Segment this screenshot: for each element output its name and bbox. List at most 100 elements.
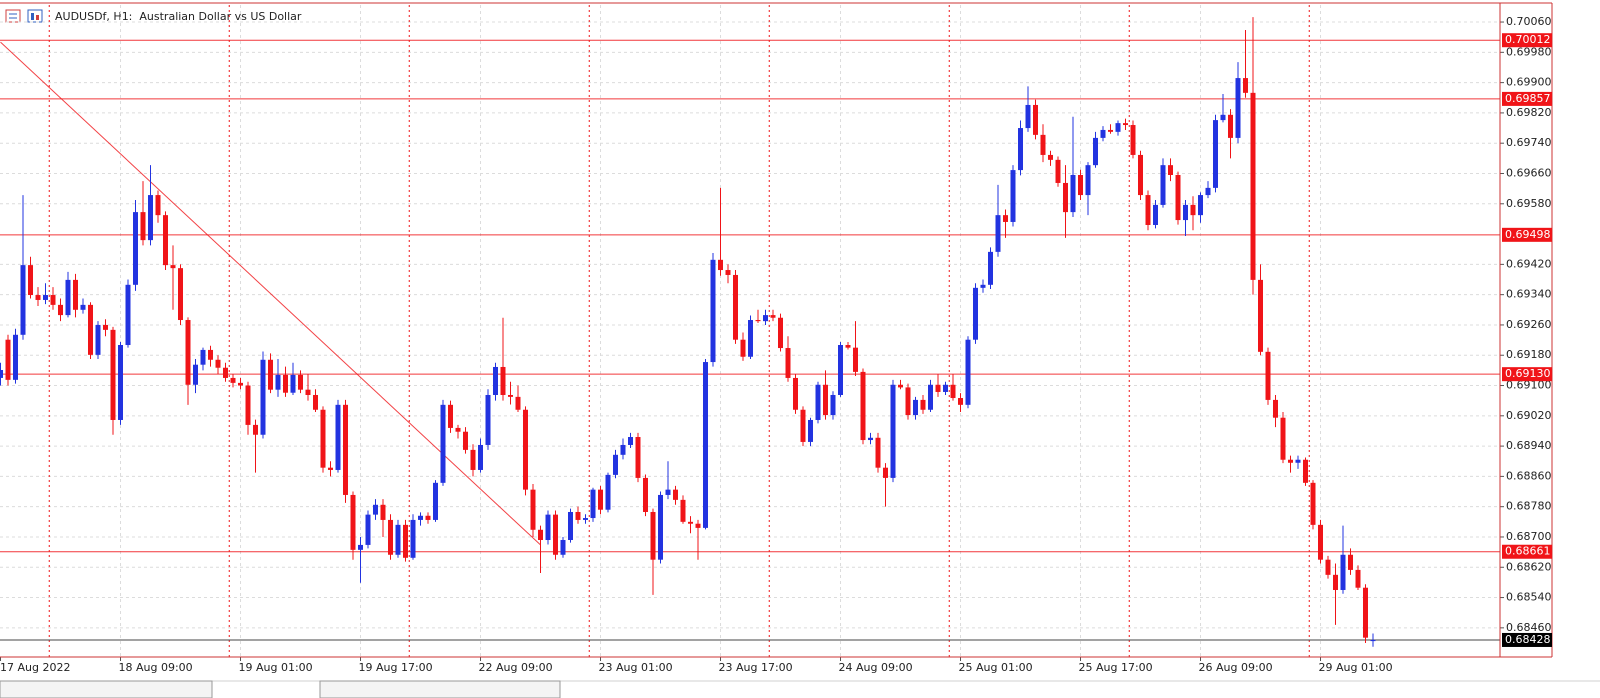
candle-body bbox=[1048, 154, 1053, 160]
candle-body bbox=[1213, 120, 1218, 188]
candle-body bbox=[448, 404, 453, 428]
candle-body bbox=[695, 523, 701, 528]
candle-body bbox=[553, 514, 558, 555]
candle-body bbox=[928, 384, 933, 410]
candle-body bbox=[418, 515, 423, 520]
candle-body bbox=[1370, 639, 1376, 642]
candle-body bbox=[50, 295, 56, 305]
x-tick-label: 25 Aug 17:00 bbox=[1079, 661, 1153, 674]
candle-body bbox=[898, 384, 903, 388]
candle-body bbox=[1190, 204, 1196, 216]
candle-body bbox=[223, 367, 228, 378]
x-tick-label: 29 Aug 01:00 bbox=[1319, 661, 1393, 674]
candle-body bbox=[65, 279, 71, 316]
chart-title: AUDUSDf, H1: Australian Dollar vs US Dol… bbox=[55, 10, 302, 23]
candle-body bbox=[1235, 78, 1241, 138]
candle-body bbox=[455, 427, 461, 432]
candle-body bbox=[125, 284, 131, 346]
candle-body bbox=[140, 212, 146, 241]
tab[interactable] bbox=[319, 680, 561, 698]
candle-body bbox=[380, 504, 386, 520]
candle-body bbox=[13, 334, 18, 380]
level-label: 0.69857 bbox=[1505, 92, 1551, 105]
candle-body bbox=[575, 511, 581, 520]
candle-body bbox=[485, 394, 491, 445]
candle-body bbox=[1055, 159, 1061, 183]
level-label-box bbox=[1502, 33, 1552, 48]
candle-body bbox=[515, 396, 521, 410]
candle-body bbox=[913, 399, 918, 416]
candle-body bbox=[343, 404, 348, 495]
candle-body bbox=[665, 489, 671, 495]
candle-body bbox=[305, 389, 311, 395]
candle-body bbox=[590, 489, 596, 519]
candle-body bbox=[868, 437, 873, 441]
y-tick-label: 0.68460 bbox=[1506, 621, 1552, 634]
candle-body bbox=[433, 482, 438, 520]
y-tick-label: 0.69580 bbox=[1506, 197, 1552, 210]
candle-body bbox=[740, 339, 746, 357]
level-label-box bbox=[1502, 227, 1552, 242]
candle-body bbox=[478, 444, 483, 470]
candle-body bbox=[1310, 482, 1316, 525]
bottom-tabs bbox=[0, 680, 1600, 698]
x-tick-label: 19 Aug 17:00 bbox=[359, 661, 433, 674]
candle-body bbox=[1333, 574, 1338, 590]
candle-body bbox=[530, 489, 536, 530]
header-icons bbox=[5, 9, 43, 23]
candle-body bbox=[1183, 204, 1188, 221]
candle-body bbox=[785, 348, 791, 378]
candle-body bbox=[365, 514, 371, 545]
candle-body bbox=[1318, 524, 1323, 560]
candle-body bbox=[1288, 459, 1293, 463]
candle-body bbox=[1340, 554, 1346, 590]
x-tick-label: 25 Aug 01:00 bbox=[959, 661, 1033, 674]
candle-body bbox=[770, 315, 776, 318]
level-label: 0.68661 bbox=[1505, 545, 1551, 558]
y-tick-label: 0.69260 bbox=[1506, 318, 1552, 331]
candle-body bbox=[1153, 204, 1158, 225]
candle-body bbox=[88, 304, 93, 355]
candle-body bbox=[470, 449, 476, 470]
candle-body bbox=[1063, 182, 1068, 213]
candle-body bbox=[1115, 123, 1121, 132]
candle-body bbox=[920, 399, 926, 410]
candle-body bbox=[1198, 195, 1203, 216]
y-tick-label: 0.69420 bbox=[1506, 257, 1552, 270]
tab[interactable] bbox=[0, 680, 213, 698]
candle-body bbox=[0, 369, 3, 378]
candle-body bbox=[215, 359, 221, 368]
candle-body bbox=[1145, 195, 1151, 225]
candle-body bbox=[1168, 165, 1173, 176]
candle-body bbox=[425, 515, 431, 520]
candle-body bbox=[710, 259, 716, 363]
level-label-box bbox=[1502, 544, 1552, 559]
candle-body bbox=[973, 287, 978, 340]
candle-body bbox=[853, 347, 858, 372]
candle-body bbox=[358, 544, 363, 550]
candle-body bbox=[1250, 92, 1256, 280]
icon-chart[interactable] bbox=[27, 9, 43, 23]
candle-body bbox=[1273, 399, 1278, 418]
candle-body bbox=[1138, 154, 1143, 196]
candle-body bbox=[500, 366, 506, 395]
candle-body bbox=[905, 387, 911, 416]
candle-body bbox=[110, 329, 116, 420]
candle-body bbox=[1220, 114, 1226, 121]
icon-list[interactable] bbox=[5, 9, 21, 23]
candle-body bbox=[43, 295, 48, 300]
candle-body bbox=[163, 215, 168, 266]
candle-body bbox=[275, 374, 281, 390]
level-label-box bbox=[1502, 367, 1552, 382]
candle-body bbox=[178, 268, 183, 321]
y-tick-label: 0.69340 bbox=[1506, 288, 1552, 301]
candle-body bbox=[5, 339, 11, 380]
candle-body bbox=[200, 349, 206, 365]
candle-body bbox=[245, 385, 251, 425]
candle-body bbox=[208, 349, 213, 360]
candle-body bbox=[493, 366, 498, 395]
candle-body bbox=[1363, 587, 1368, 638]
candle-body bbox=[763, 315, 768, 322]
candle-body bbox=[1348, 554, 1353, 570]
